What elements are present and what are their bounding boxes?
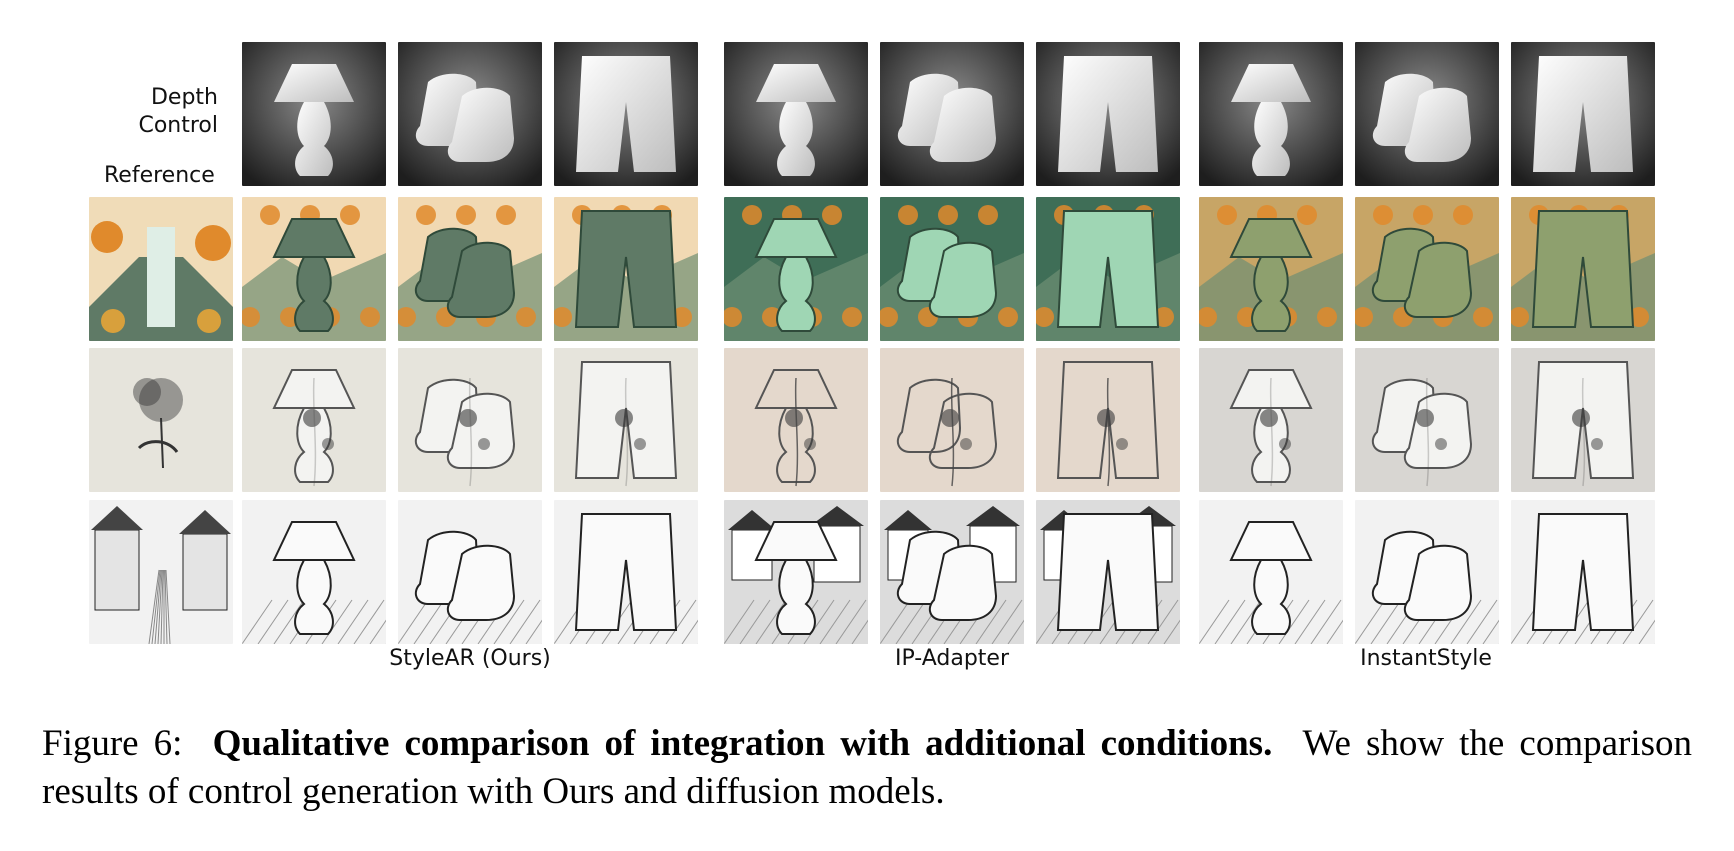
result-ink-flower-lamp-stylear — [242, 348, 386, 492]
result-sketch-village-lamp-ipadapter — [724, 500, 868, 644]
result-sketch-village-boots-ipadapter — [880, 500, 1024, 644]
reference-label: Reference — [104, 163, 215, 188]
depth-control-label: Depth Control — [18, 84, 218, 140]
figure-caption: Figure 6: Qualitative comparison of inte… — [42, 720, 1692, 816]
result-ink-flower-shorts-stylear — [554, 348, 698, 492]
result-sketch-village-shorts-instantstyle — [1511, 500, 1655, 644]
result-autumn-waterfall-shorts-ipadapter — [1036, 197, 1180, 341]
method-label-ipadapter: IP-Adapter — [894, 646, 1009, 671]
caption-title: Qualitative comparison of integration wi… — [212, 723, 1273, 764]
result-ink-flower-boots-instantstyle — [1355, 348, 1499, 492]
result-sketch-village-lamp-stylear — [242, 500, 386, 644]
caption-prefix: Figure 6: — [42, 723, 183, 764]
figure: Depth Control Reference — [18, 42, 1655, 671]
result-sketch-village-shorts-stylear — [554, 500, 698, 644]
depth-lamp-stylear — [242, 42, 386, 186]
depth-label-line2: Control — [138, 113, 218, 138]
result-ink-flower-boots-ipadapter — [880, 348, 1024, 492]
result-autumn-waterfall-boots-instantstyle — [1355, 197, 1499, 341]
depth-lamp-ipadapter — [724, 42, 868, 186]
reference-ink-flower — [89, 348, 233, 492]
result-sketch-village-shorts-ipadapter — [1036, 500, 1180, 644]
result-autumn-waterfall-lamp-instantstyle — [1199, 197, 1343, 341]
result-ink-flower-lamp-instantstyle — [1199, 348, 1343, 492]
depth-label-line1: Depth — [150, 85, 218, 110]
depth-lamp-instantstyle — [1199, 42, 1343, 186]
result-ink-flower-boots-stylear — [398, 348, 542, 492]
result-autumn-waterfall-boots-ipadapter — [880, 197, 1024, 341]
result-sketch-village-boots-stylear — [398, 500, 542, 644]
result-sketch-village-lamp-instantstyle — [1199, 500, 1343, 644]
reference-autumn-waterfall — [89, 197, 233, 341]
result-autumn-waterfall-lamp-ipadapter — [724, 197, 868, 341]
result-ink-flower-shorts-ipadapter — [1036, 348, 1180, 492]
result-autumn-waterfall-shorts-stylear — [554, 197, 698, 341]
depth-boots-instantstyle — [1355, 42, 1499, 186]
result-autumn-waterfall-boots-stylear — [398, 197, 542, 341]
depth-shorts-stylear — [554, 42, 698, 186]
depth-shorts-ipadapter — [1036, 42, 1180, 186]
method-label-instantstyle: InstantStyle — [1360, 646, 1492, 671]
result-ink-flower-lamp-ipadapter — [724, 348, 868, 492]
depth-boots-stylear — [398, 42, 542, 186]
result-autumn-waterfall-shorts-instantstyle — [1511, 197, 1655, 341]
depth-shorts-instantstyle — [1511, 42, 1655, 186]
caption-body: We show the comparison results of contro… — [42, 723, 1693, 812]
method-label-stylear: StyleAR (Ours) — [389, 646, 551, 671]
result-ink-flower-shorts-instantstyle — [1511, 348, 1655, 492]
depth-boots-ipadapter — [880, 42, 1024, 186]
result-autumn-waterfall-lamp-stylear — [242, 197, 386, 341]
reference-sketch-village — [89, 500, 233, 644]
result-sketch-village-boots-instantstyle — [1355, 500, 1499, 644]
